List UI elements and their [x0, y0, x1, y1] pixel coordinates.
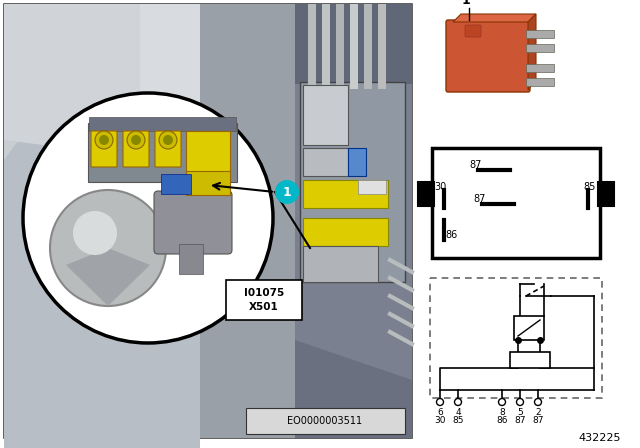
Circle shape: [275, 180, 299, 204]
FancyBboxPatch shape: [308, 4, 316, 89]
FancyBboxPatch shape: [350, 4, 358, 89]
FancyBboxPatch shape: [226, 280, 302, 320]
FancyBboxPatch shape: [4, 4, 412, 438]
Polygon shape: [4, 4, 200, 448]
Polygon shape: [140, 4, 200, 200]
FancyBboxPatch shape: [322, 4, 330, 89]
FancyBboxPatch shape: [514, 316, 544, 340]
Text: 30: 30: [434, 182, 446, 192]
Polygon shape: [528, 14, 536, 90]
FancyBboxPatch shape: [364, 4, 372, 89]
FancyBboxPatch shape: [348, 148, 366, 176]
FancyBboxPatch shape: [598, 182, 614, 206]
FancyBboxPatch shape: [378, 4, 386, 89]
FancyBboxPatch shape: [89, 117, 236, 131]
FancyBboxPatch shape: [303, 218, 388, 246]
Text: 87: 87: [515, 416, 525, 425]
FancyBboxPatch shape: [526, 44, 554, 52]
Text: 85: 85: [452, 416, 464, 425]
FancyBboxPatch shape: [526, 78, 554, 86]
Text: 432225: 432225: [579, 433, 621, 443]
FancyBboxPatch shape: [186, 131, 230, 173]
Polygon shape: [295, 340, 412, 438]
Circle shape: [163, 135, 173, 145]
FancyBboxPatch shape: [446, 20, 530, 92]
FancyBboxPatch shape: [303, 85, 348, 145]
Text: 87: 87: [474, 194, 486, 204]
FancyBboxPatch shape: [303, 180, 388, 208]
Polygon shape: [66, 248, 150, 306]
Circle shape: [99, 135, 109, 145]
Circle shape: [454, 399, 461, 405]
Text: 2: 2: [535, 408, 541, 417]
FancyBboxPatch shape: [303, 148, 348, 176]
FancyBboxPatch shape: [295, 4, 412, 434]
FancyBboxPatch shape: [432, 148, 600, 258]
Circle shape: [159, 131, 177, 149]
FancyBboxPatch shape: [91, 131, 117, 167]
Circle shape: [23, 93, 273, 343]
Circle shape: [131, 135, 141, 145]
Text: 85: 85: [584, 182, 596, 192]
FancyBboxPatch shape: [123, 131, 149, 167]
Polygon shape: [200, 4, 295, 438]
Text: 30: 30: [435, 416, 445, 425]
FancyBboxPatch shape: [526, 64, 554, 72]
Text: 4: 4: [455, 408, 461, 417]
Text: 1: 1: [283, 185, 291, 198]
Circle shape: [436, 399, 444, 405]
FancyBboxPatch shape: [179, 244, 203, 274]
Text: 86: 86: [446, 230, 458, 240]
FancyBboxPatch shape: [303, 246, 378, 282]
FancyBboxPatch shape: [336, 4, 344, 89]
FancyBboxPatch shape: [154, 191, 232, 254]
FancyBboxPatch shape: [358, 180, 386, 194]
Polygon shape: [4, 4, 200, 160]
FancyBboxPatch shape: [465, 25, 481, 37]
Text: X501: X501: [249, 302, 279, 312]
Circle shape: [95, 131, 113, 149]
Polygon shape: [4, 4, 200, 448]
Circle shape: [50, 190, 166, 306]
Circle shape: [499, 399, 506, 405]
FancyBboxPatch shape: [155, 131, 181, 167]
Text: 1: 1: [461, 0, 470, 7]
FancyBboxPatch shape: [526, 30, 554, 38]
FancyBboxPatch shape: [430, 278, 602, 398]
Text: 6: 6: [437, 408, 443, 417]
Text: I01075: I01075: [244, 288, 284, 298]
Text: 8: 8: [499, 408, 505, 417]
FancyBboxPatch shape: [300, 82, 405, 282]
Text: 87: 87: [532, 416, 544, 425]
FancyBboxPatch shape: [418, 182, 434, 206]
Text: 86: 86: [496, 416, 508, 425]
FancyBboxPatch shape: [186, 171, 230, 195]
Text: EO0000003511: EO0000003511: [287, 416, 363, 426]
Polygon shape: [453, 14, 536, 22]
Text: 87: 87: [470, 160, 482, 170]
Circle shape: [516, 399, 524, 405]
FancyBboxPatch shape: [246, 408, 405, 434]
Circle shape: [73, 211, 117, 255]
Text: 5: 5: [517, 408, 523, 417]
FancyBboxPatch shape: [510, 352, 550, 368]
FancyBboxPatch shape: [161, 174, 191, 194]
Circle shape: [127, 131, 145, 149]
FancyBboxPatch shape: [88, 123, 237, 182]
Circle shape: [534, 399, 541, 405]
FancyBboxPatch shape: [295, 4, 412, 84]
